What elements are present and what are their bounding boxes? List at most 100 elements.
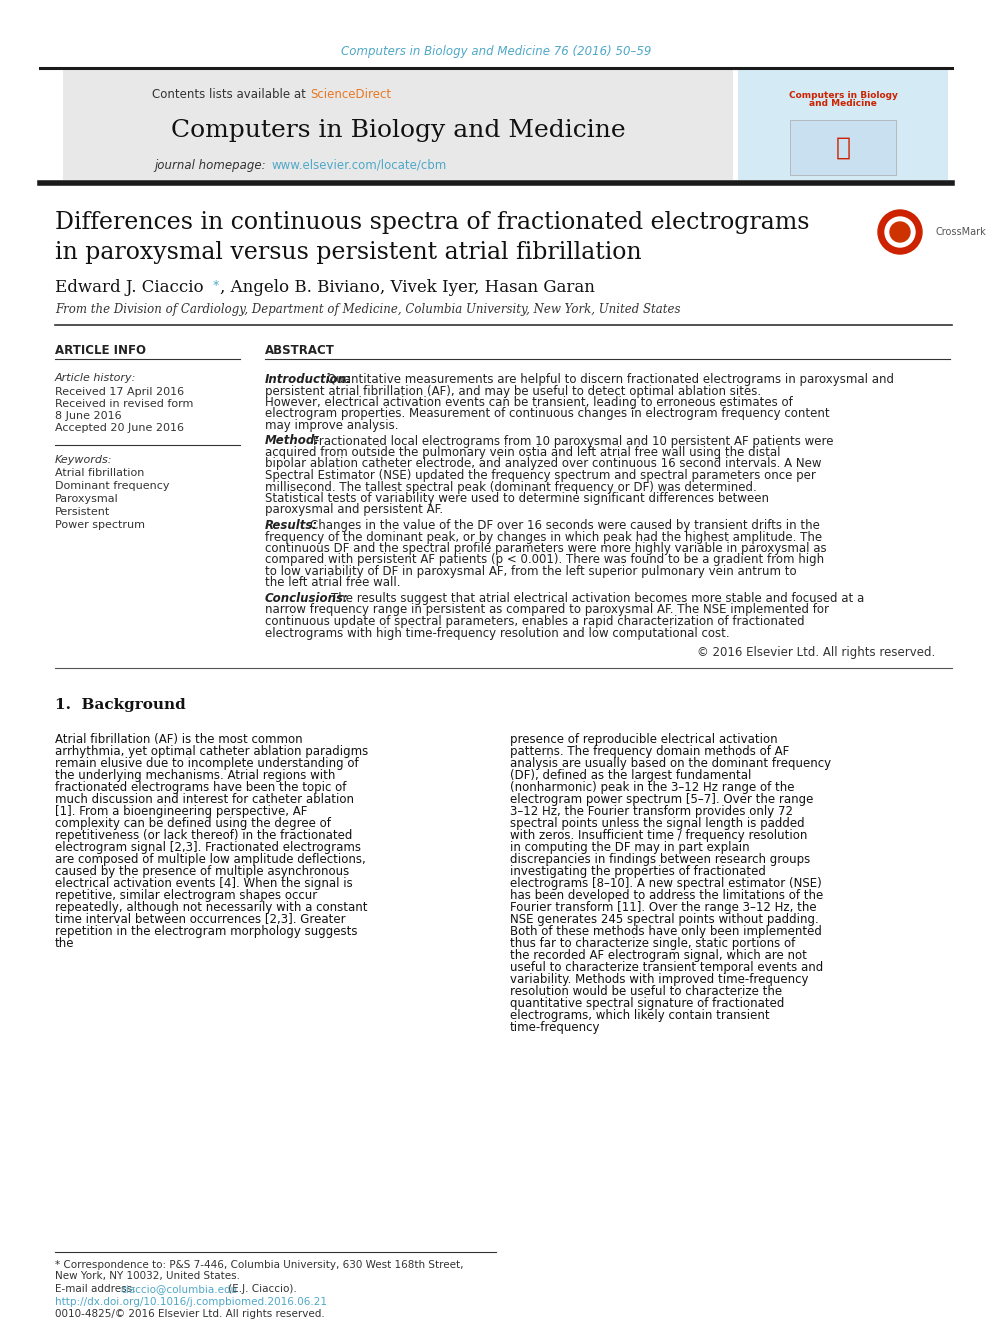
Text: (DF), defined as the largest fundamental: (DF), defined as the largest fundamental: [510, 769, 751, 782]
Circle shape: [878, 210, 922, 254]
Text: discrepancies in findings between research groups: discrepancies in findings between resear…: [510, 853, 810, 867]
Bar: [790, 120, 896, 175]
Text: From the Division of Cardiology, Department of Medicine, Columbia University, Ne: From the Division of Cardiology, Departm…: [55, 303, 681, 316]
Text: the: the: [55, 937, 74, 950]
Text: NSE generates 245 spectral points without padding.: NSE generates 245 spectral points withou…: [510, 913, 818, 926]
Text: presence of reproducible electrical activation: presence of reproducible electrical acti…: [510, 733, 778, 746]
Text: arrhythmia, yet optimal catheter ablation paradigms: arrhythmia, yet optimal catheter ablatio…: [55, 745, 368, 758]
Text: the underlying mechanisms. Atrial regions with: the underlying mechanisms. Atrial region…: [55, 769, 335, 782]
Text: repeatedly, although not necessarily with a constant: repeatedly, although not necessarily wit…: [55, 901, 367, 914]
Text: Differences in continuous spectra of fractionated electrograms: Differences in continuous spectra of fra…: [55, 210, 809, 233]
Text: Statistical tests of variability were used to determine significant differences : Statistical tests of variability were us…: [265, 492, 769, 505]
Text: repetitiveness (or lack thereof) in the fractionated: repetitiveness (or lack thereof) in the …: [55, 830, 352, 841]
Text: http://dx.doi.org/10.1016/j.compbiomed.2016.06.21: http://dx.doi.org/10.1016/j.compbiomed.2…: [55, 1297, 327, 1307]
Text: useful to characterize transient temporal events and: useful to characterize transient tempora…: [510, 960, 823, 974]
Text: resolution would be useful to characterize the: resolution would be useful to characteri…: [510, 986, 782, 998]
Text: continuous update of spectral parameters, enables a rapid characterization of fr: continuous update of spectral parameters…: [265, 615, 805, 628]
Text: Atrial fibrillation (AF) is the most common: Atrial fibrillation (AF) is the most com…: [55, 733, 303, 746]
Text: Results:: Results:: [265, 519, 318, 532]
Text: quantitative spectral signature of fractionated: quantitative spectral signature of fract…: [510, 998, 785, 1009]
Text: continuous DF and the spectral profile parameters were more highly variable in p: continuous DF and the spectral profile p…: [265, 542, 826, 556]
Circle shape: [885, 217, 915, 247]
Text: , Angelo B. Biviano, Vivek Iyer, Hasan Garan: , Angelo B. Biviano, Vivek Iyer, Hasan G…: [220, 279, 595, 296]
Text: and Medicine: and Medicine: [809, 99, 877, 108]
Text: narrow frequency range in persistent as compared to paroxysmal AF. The NSE imple: narrow frequency range in persistent as …: [265, 603, 829, 617]
Text: patterns. The frequency domain methods of AF: patterns. The frequency domain methods o…: [510, 745, 790, 758]
Text: ARTICLE INFO: ARTICLE INFO: [55, 344, 146, 356]
Text: Received in revised form: Received in revised form: [55, 400, 193, 409]
Text: Keywords:: Keywords:: [55, 455, 112, 464]
Text: 8 June 2016: 8 June 2016: [55, 411, 122, 421]
Text: Received 17 April 2016: Received 17 April 2016: [55, 388, 185, 397]
Text: remain elusive due to incomplete understanding of: remain elusive due to incomplete underst…: [55, 757, 359, 770]
Text: The results suggest that atrial electrical activation becomes more stable and fo: The results suggest that atrial electric…: [331, 591, 864, 605]
Text: paroxysmal and persistent AF.: paroxysmal and persistent AF.: [265, 504, 443, 516]
Text: to low variability of DF in paroxysmal AF, from the left superior pulmonary vein: to low variability of DF in paroxysmal A…: [265, 565, 797, 578]
Text: Method:: Method:: [265, 434, 320, 447]
Text: the left atrial free wall.: the left atrial free wall.: [265, 577, 401, 590]
Text: persistent atrial fibrillation (AF), and may be useful to detect optimal ablatio: persistent atrial fibrillation (AF), and…: [265, 385, 761, 397]
Text: millisecond. The tallest spectral peak (dominant frequency or DF) was determined: millisecond. The tallest spectral peak (…: [265, 480, 757, 493]
Text: frequency of the dominant peak, or by changes in which peak had the highest ampl: frequency of the dominant peak, or by ch…: [265, 531, 822, 544]
Text: are composed of multiple low amplitude deflections,: are composed of multiple low amplitude d…: [55, 853, 366, 867]
Text: Contents lists available at: Contents lists available at: [153, 89, 310, 102]
Text: *: *: [213, 279, 219, 292]
Text: 畫: 畫: [835, 136, 850, 160]
Text: Paroxysmal: Paroxysmal: [55, 493, 119, 504]
Text: variability. Methods with improved time-frequency: variability. Methods with improved time-…: [510, 972, 808, 986]
Text: electrogram power spectrum [5–7]. Over the range: electrogram power spectrum [5–7]. Over t…: [510, 792, 813, 806]
Text: © 2016 Elsevier Ltd. All rights reserved.: © 2016 Elsevier Ltd. All rights reserved…: [696, 646, 935, 659]
Text: * Correspondence to: P&S 7-446, Columbia University, 630 West 168th Street,: * Correspondence to: P&S 7-446, Columbia…: [55, 1259, 463, 1270]
Text: electrograms with high time-frequency resolution and low computational cost.: electrograms with high time-frequency re…: [265, 627, 730, 639]
Text: Computers in Biology and Medicine: Computers in Biology and Medicine: [171, 119, 625, 142]
Text: Computers in Biology: Computers in Biology: [789, 90, 898, 99]
Text: Power spectrum: Power spectrum: [55, 520, 145, 531]
Text: electrogram properties. Measurement of continuous changes in electrogram frequen: electrogram properties. Measurement of c…: [265, 407, 829, 421]
Text: Both of these methods have only been implemented: Both of these methods have only been imp…: [510, 925, 822, 938]
Text: Introduction:: Introduction:: [265, 373, 352, 386]
Text: spectral points unless the signal length is padded: spectral points unless the signal length…: [510, 818, 805, 830]
Text: electrical activation events [4]. When the signal is: electrical activation events [4]. When t…: [55, 877, 353, 890]
Text: electrograms, which likely contain transient: electrograms, which likely contain trans…: [510, 1009, 770, 1021]
Text: in paroxysmal versus persistent atrial fibrillation: in paroxysmal versus persistent atrial f…: [55, 241, 642, 263]
Text: time interval between occurrences [2,3]. Greater: time interval between occurrences [2,3].…: [55, 913, 345, 926]
Text: analysis are usually based on the dominant frequency: analysis are usually based on the domina…: [510, 757, 831, 770]
Text: CrossMark: CrossMark: [935, 228, 986, 237]
Text: www.elsevier.com/locate/cbm: www.elsevier.com/locate/cbm: [272, 159, 447, 172]
Text: Persistent: Persistent: [55, 507, 110, 517]
Text: acquired from outside the pulmonary vein ostia and left atrial free wall using t: acquired from outside the pulmonary vein…: [265, 446, 781, 459]
Text: However, electrical activation events can be transient, leading to erroneous est: However, electrical activation events ca…: [265, 396, 793, 409]
Text: compared with persistent AF patients (p < 0.001). There was found to be a gradie: compared with persistent AF patients (p …: [265, 553, 824, 566]
Text: 0010-4825/© 2016 Elsevier Ltd. All rights reserved.: 0010-4825/© 2016 Elsevier Ltd. All right…: [55, 1308, 324, 1319]
Text: Atrial fibrillation: Atrial fibrillation: [55, 468, 145, 478]
Bar: [738, 70, 948, 180]
Text: with zeros. Insufficient time / frequency resolution: with zeros. Insufficient time / frequenc…: [510, 830, 807, 841]
Text: (nonharmonic) peak in the 3–12 Hz range of the: (nonharmonic) peak in the 3–12 Hz range …: [510, 781, 795, 794]
Text: electrograms [8–10]. A new spectral estimator (NSE): electrograms [8–10]. A new spectral esti…: [510, 877, 821, 890]
Text: Spectral Estimator (NSE) updated the frequency spectrum and spectral parameters : Spectral Estimator (NSE) updated the fre…: [265, 468, 815, 482]
Text: the recorded AF electrogram signal, which are not: the recorded AF electrogram signal, whic…: [510, 949, 806, 962]
Text: much discussion and interest for catheter ablation: much discussion and interest for cathete…: [55, 792, 354, 806]
Text: has been developed to address the limitations of the: has been developed to address the limita…: [510, 889, 823, 902]
Text: fractionated electrograms have been the topic of: fractionated electrograms have been the …: [55, 781, 346, 794]
Text: repetitive, similar electrogram shapes occur: repetitive, similar electrogram shapes o…: [55, 889, 317, 902]
Text: Changes in the value of the DF over 16 seconds were caused by transient drifts i: Changes in the value of the DF over 16 s…: [310, 519, 819, 532]
Text: in computing the DF may in part explain: in computing the DF may in part explain: [510, 841, 750, 855]
Text: New York, NY 10032, United States.: New York, NY 10032, United States.: [55, 1271, 240, 1281]
Text: journal homepage:: journal homepage:: [155, 159, 270, 172]
Text: (E.J. Ciaccio).: (E.J. Ciaccio).: [225, 1285, 297, 1294]
Text: Article history:: Article history:: [55, 373, 136, 382]
Text: bipolar ablation catheter electrode, and analyzed over continuous 16 second inte: bipolar ablation catheter electrode, and…: [265, 458, 821, 471]
Text: Fractionated local electrograms from 10 paroxysmal and 10 persistent AF patients: Fractionated local electrograms from 10 …: [313, 434, 833, 447]
Text: investigating the properties of fractionated: investigating the properties of fraction…: [510, 865, 766, 878]
Text: [1]. From a bioengineering perspective, AF: [1]. From a bioengineering perspective, …: [55, 804, 308, 818]
Text: caused by the presence of multiple asynchronous: caused by the presence of multiple async…: [55, 865, 349, 878]
Text: 1.  Background: 1. Background: [55, 699, 186, 712]
Text: Dominant frequency: Dominant frequency: [55, 482, 170, 491]
Text: 3–12 Hz, the Fourier transform provides only 72: 3–12 Hz, the Fourier transform provides …: [510, 804, 793, 818]
Circle shape: [890, 222, 910, 242]
Text: Accepted 20 June 2016: Accepted 20 June 2016: [55, 423, 184, 433]
Text: ScienceDirect: ScienceDirect: [310, 89, 391, 102]
Text: Edward J. Ciaccio: Edward J. Ciaccio: [55, 279, 209, 296]
Text: complexity can be defined using the degree of: complexity can be defined using the degr…: [55, 818, 331, 830]
